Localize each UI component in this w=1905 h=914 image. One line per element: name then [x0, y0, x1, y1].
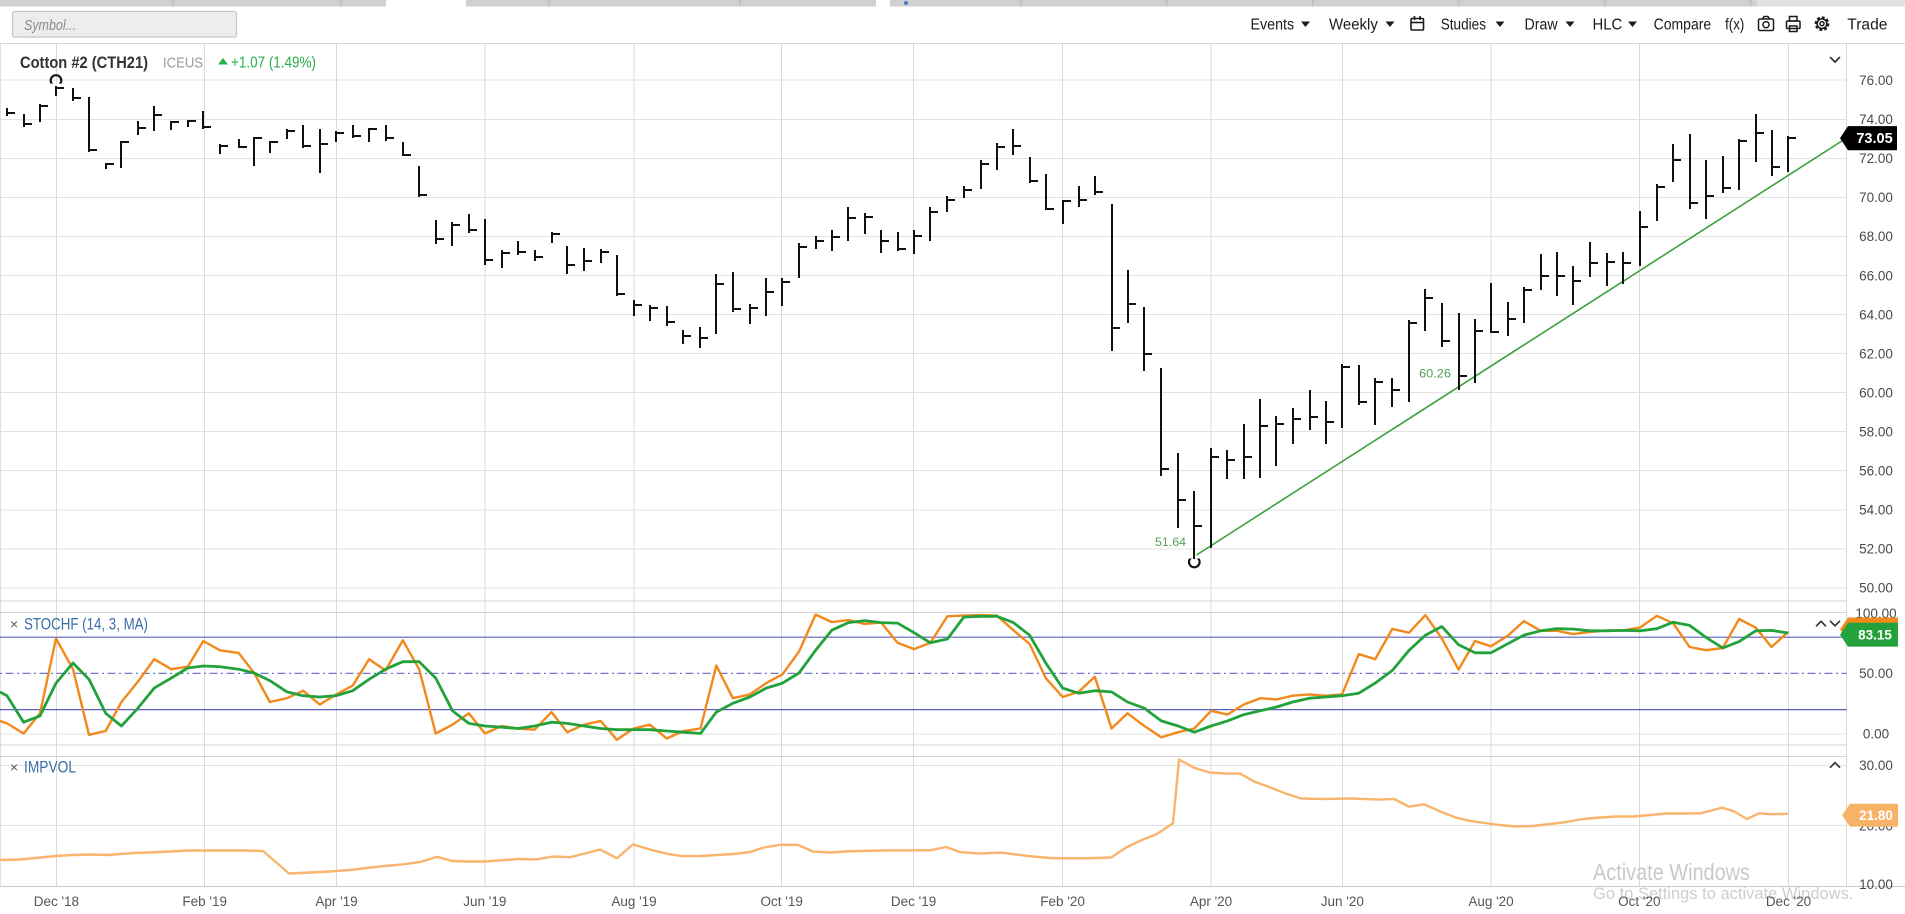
svg-text:Feb '19: Feb '19 — [182, 894, 227, 909]
svg-text:73.05: 73.05 — [1856, 131, 1892, 147]
svg-text:64.00: 64.00 — [1859, 307, 1893, 322]
svg-text:Dec '19: Dec '19 — [891, 894, 936, 909]
svg-text:Jun '19: Jun '19 — [463, 894, 506, 909]
svg-text:HLC: HLC — [1593, 17, 1623, 34]
svg-text:×: × — [10, 759, 18, 775]
svg-text:58.00: 58.00 — [1859, 425, 1893, 440]
svg-text:21.80: 21.80 — [1859, 808, 1893, 823]
svg-text:Dec '20: Dec '20 — [1766, 894, 1811, 909]
svg-text:Apr '20: Apr '20 — [1190, 894, 1232, 909]
svg-text:STOCHF (14, 3, MA): STOCHF (14, 3, MA) — [24, 616, 148, 634]
svg-text:68.00: 68.00 — [1859, 229, 1893, 244]
svg-text:74.00: 74.00 — [1859, 112, 1893, 127]
svg-text:50.00: 50.00 — [1859, 581, 1893, 596]
svg-text:Cotton #2 (CTH21): Cotton #2 (CTH21) — [20, 53, 148, 72]
svg-text:IMPVOL: IMPVOL — [24, 759, 76, 777]
svg-text:Weekly: Weekly — [1329, 17, 1378, 34]
svg-text:62.00: 62.00 — [1859, 346, 1893, 361]
svg-text:50.00: 50.00 — [1859, 666, 1893, 681]
svg-text:Go to Settings to activate Win: Go to Settings to activate Windows. — [1593, 885, 1853, 903]
svg-text:30.00: 30.00 — [1859, 758, 1893, 773]
svg-text:Dec '18: Dec '18 — [34, 894, 79, 909]
svg-text:Activate Windows: Activate Windows — [1593, 859, 1750, 885]
svg-text:60.26: 60.26 — [1419, 369, 1451, 381]
svg-text:72.00: 72.00 — [1859, 151, 1893, 166]
svg-text:60.00: 60.00 — [1859, 385, 1893, 400]
svg-text:Aug '20: Aug '20 — [1468, 894, 1513, 909]
svg-text:+1.07 (1.49%): +1.07 (1.49%) — [231, 55, 316, 72]
svg-text:Jun '20: Jun '20 — [1321, 894, 1364, 909]
svg-text:Compare: Compare — [1654, 17, 1712, 34]
svg-text:Studies: Studies — [1441, 17, 1487, 34]
svg-text:Trade: Trade — [1847, 17, 1887, 34]
svg-text:0.00: 0.00 — [1863, 727, 1889, 742]
svg-text:Aug '19: Aug '19 — [611, 894, 656, 909]
svg-text:ICEUS: ICEUS — [163, 55, 203, 72]
svg-text:×: × — [10, 616, 18, 632]
svg-text:100.00: 100.00 — [1855, 606, 1896, 621]
svg-text:83.15: 83.15 — [1858, 628, 1892, 643]
svg-text:54.00: 54.00 — [1859, 503, 1893, 518]
svg-text:Events: Events — [1251, 17, 1295, 34]
svg-text:Apr '19: Apr '19 — [315, 894, 357, 909]
svg-text:76.00: 76.00 — [1859, 73, 1893, 88]
svg-text:Oct '19: Oct '19 — [761, 894, 803, 909]
svg-text:f(x): f(x) — [1725, 17, 1744, 34]
svg-text:56.00: 56.00 — [1859, 464, 1893, 479]
svg-text:66.00: 66.00 — [1859, 268, 1893, 283]
svg-text:Symbol...: Symbol... — [24, 17, 76, 34]
svg-text:Feb '20: Feb '20 — [1040, 894, 1085, 909]
svg-text:Draw: Draw — [1525, 17, 1559, 34]
svg-text:Oct '20: Oct '20 — [1618, 894, 1660, 909]
svg-text:10.00: 10.00 — [1859, 877, 1893, 892]
svg-text:52.00: 52.00 — [1859, 542, 1893, 557]
svg-text:51.64: 51.64 — [1155, 537, 1187, 549]
svg-text:70.00: 70.00 — [1859, 190, 1893, 205]
